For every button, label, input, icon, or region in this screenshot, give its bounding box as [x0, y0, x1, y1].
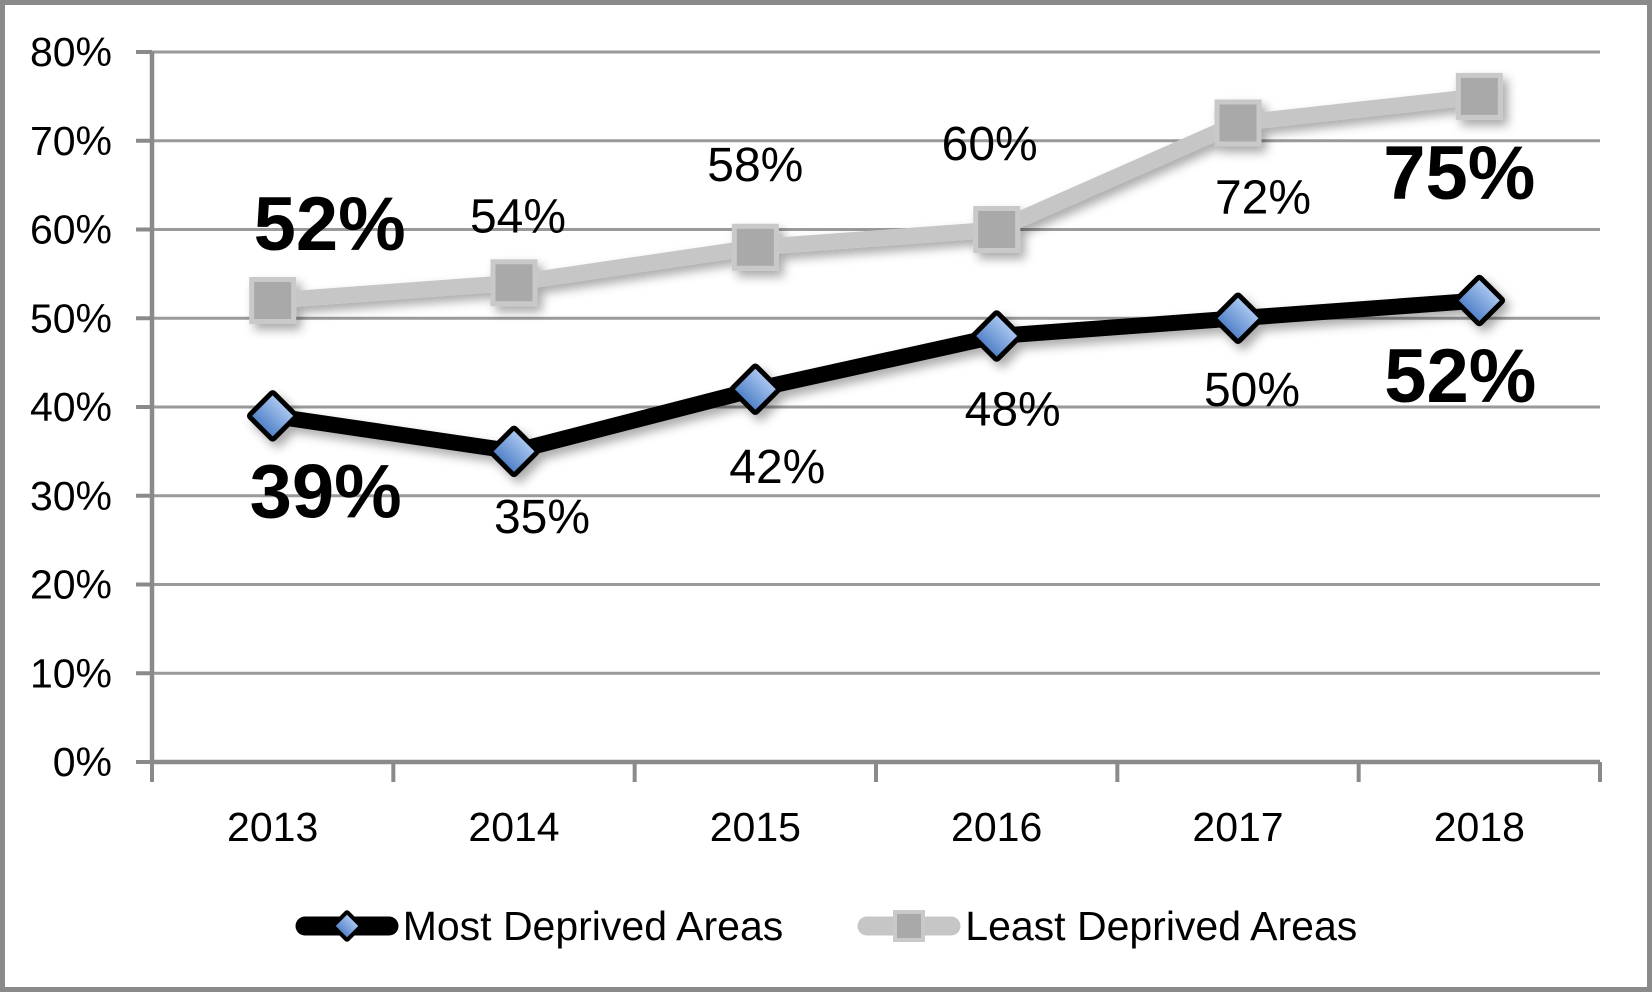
data-point-diamond	[1212, 292, 1264, 344]
data-label: 35%	[494, 491, 590, 544]
chart-legend: Most Deprived Areas Least Deprived Areas	[5, 903, 1647, 949]
data-point-square	[731, 223, 779, 271]
x-axis-label: 2016	[951, 804, 1042, 850]
data-point-diamond	[1453, 274, 1506, 327]
data-point-diamond	[729, 363, 782, 415]
x-axis-label: 2013	[227, 804, 318, 850]
data-label: 58%	[707, 139, 803, 192]
data-label: 54%	[470, 190, 566, 243]
series-line-least-deprived-areas	[272, 88, 1481, 309]
y-axis-label: 40%	[30, 384, 112, 430]
data-label: 52%	[254, 182, 406, 267]
data-point-square	[1455, 72, 1503, 120]
y-axis-label: 50%	[30, 295, 112, 341]
x-axis-label: 2017	[1192, 804, 1283, 850]
y-axis-label: 30%	[30, 473, 112, 519]
data-point-diamond	[970, 310, 1023, 362]
data-label: 52%	[1384, 334, 1536, 419]
data-label: 75%	[1383, 131, 1535, 216]
series-least-deprived-areas	[249, 72, 1503, 324]
data-point-square	[1214, 99, 1262, 147]
legend-item-label: Least Deprived Areas	[965, 902, 1358, 949]
series-line-most-deprived-areas	[271, 292, 1480, 460]
data-point-square	[973, 206, 1021, 253]
data-label: 60%	[942, 118, 1038, 171]
line-square-marker-icon	[857, 910, 961, 942]
data-label: 39%	[250, 449, 402, 534]
y-axis-label: 0%	[53, 739, 112, 785]
y-axis-label: 60%	[30, 207, 112, 253]
data-point-diamond	[246, 390, 299, 442]
y-axis-label: 20%	[30, 562, 112, 608]
legend-item-label: Most Deprived Areas	[402, 902, 784, 949]
legend-item-most-deprived: Most Deprived Areas	[295, 902, 784, 949]
x-axis-label: 2015	[710, 804, 801, 850]
y-axis-label: 80%	[30, 29, 112, 75]
data-point-square	[490, 259, 538, 307]
y-axis-label: 70%	[30, 118, 112, 164]
line-diamond-marker-icon	[295, 910, 399, 942]
x-axis-label: 2014	[468, 804, 559, 850]
legend-item-least-deprived: Least Deprived Areas	[857, 903, 1357, 949]
x-axis-label: 2018	[1434, 804, 1525, 850]
data-label: 48%	[965, 384, 1061, 437]
series-most-deprived-areas	[246, 274, 1506, 478]
data-label: 42%	[729, 441, 825, 494]
data-point-square	[249, 277, 297, 324]
data-label: 50%	[1204, 364, 1300, 417]
y-axis-label: 10%	[30, 650, 112, 696]
data-point-diamond	[488, 425, 540, 478]
data-label: 72%	[1215, 172, 1311, 225]
